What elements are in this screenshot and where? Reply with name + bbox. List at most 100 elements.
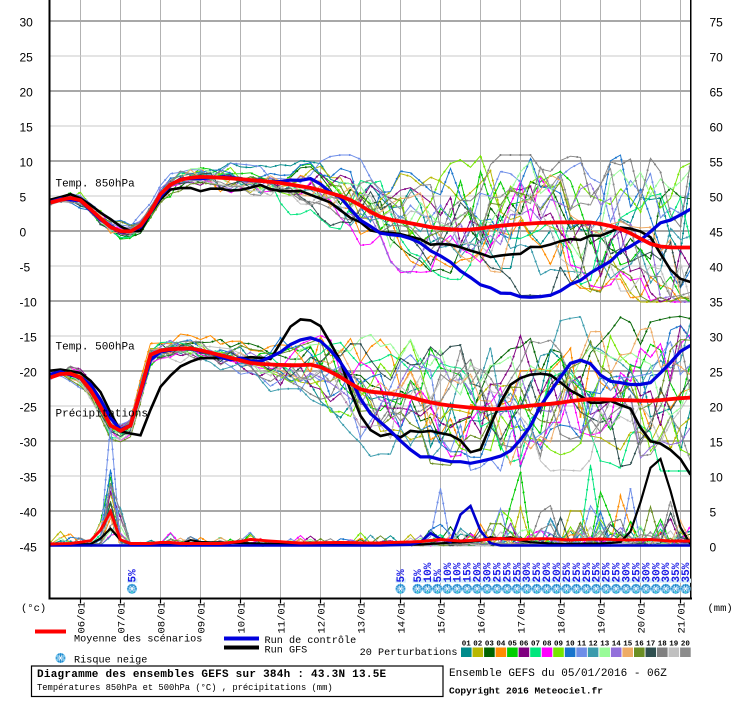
svg-text:5: 5 [20, 191, 27, 205]
svg-text:20: 20 [20, 86, 34, 100]
svg-text:Risque neige: Risque neige [74, 655, 147, 667]
svg-text:13/01: 13/01 [357, 602, 369, 634]
svg-text:-5: -5 [20, 261, 31, 275]
svg-text:25%: 25% [492, 562, 504, 582]
svg-text:25: 25 [710, 366, 724, 380]
svg-text:15: 15 [710, 436, 724, 450]
svg-text:Ensemble GEFS du 05/01/2016 -: Ensemble GEFS du 05/01/2016 - 06Z [449, 668, 667, 680]
svg-text:Moyenne des scénarios: Moyenne des scénarios [74, 634, 202, 646]
svg-text:08: 08 [542, 641, 552, 649]
svg-text:20: 20 [710, 401, 724, 415]
svg-text:35%: 35% [671, 562, 683, 582]
svg-text:(mm): (mm) [708, 603, 733, 615]
svg-text:25%: 25% [532, 562, 544, 582]
svg-text:10: 10 [566, 641, 576, 649]
svg-text:65: 65 [710, 86, 724, 100]
svg-text:Temp. 850hPa: Temp. 850hPa [56, 179, 136, 191]
svg-text:30: 30 [710, 331, 724, 345]
svg-text:Run de contrôle: Run de contrôle [265, 635, 357, 647]
svg-text:15%: 15% [463, 562, 475, 582]
svg-text:5%: 5% [128, 569, 140, 583]
svg-text:40: 40 [710, 261, 724, 275]
svg-text:25%: 25% [562, 562, 574, 582]
svg-text:30%: 30% [641, 562, 653, 582]
svg-text:06: 06 [519, 641, 529, 649]
svg-text:25%: 25% [502, 562, 514, 582]
svg-text:25%: 25% [632, 562, 644, 582]
svg-text:30%: 30% [661, 562, 673, 582]
svg-text:20/01: 20/01 [637, 602, 649, 634]
svg-text:50: 50 [710, 191, 724, 205]
svg-text:16/01: 16/01 [477, 602, 489, 634]
svg-text:(°c): (°c) [21, 603, 46, 615]
svg-text:0: 0 [20, 226, 27, 240]
svg-text:-45: -45 [20, 541, 38, 555]
svg-text:Run GFS: Run GFS [265, 646, 308, 657]
svg-text:15: 15 [20, 121, 34, 135]
svg-text:-40: -40 [20, 506, 38, 520]
svg-text:21/01: 21/01 [677, 602, 689, 634]
svg-text:25%: 25% [602, 562, 614, 582]
svg-text:03: 03 [485, 641, 495, 649]
svg-text:01: 01 [462, 641, 472, 649]
svg-text:10/01: 10/01 [237, 602, 249, 634]
svg-text:Diagramme des ensembles GEFS s: Diagramme des ensembles GEFS sur 384h : … [37, 669, 387, 681]
svg-text:10%: 10% [423, 562, 435, 582]
svg-text:17/01: 17/01 [517, 602, 529, 634]
svg-text:25%: 25% [592, 562, 604, 582]
svg-text:14: 14 [612, 641, 622, 649]
svg-text:20%: 20% [542, 562, 554, 582]
svg-text:35%: 35% [681, 562, 693, 582]
svg-text:15/01: 15/01 [437, 602, 449, 634]
svg-text:25: 25 [20, 51, 34, 65]
svg-text:19/01: 19/01 [597, 602, 609, 634]
svg-text:20: 20 [681, 641, 691, 649]
svg-text:07: 07 [531, 641, 540, 649]
svg-text:15: 15 [623, 641, 633, 649]
svg-text:30%: 30% [483, 562, 495, 582]
svg-text:75: 75 [710, 16, 724, 30]
svg-text:30%: 30% [622, 562, 634, 582]
svg-text:30: 30 [20, 16, 34, 30]
svg-text:13: 13 [600, 641, 610, 649]
svg-text:25%: 25% [512, 562, 524, 582]
svg-text:09/01: 09/01 [197, 602, 209, 634]
svg-text:Copyright 2016 Meteociel.fr: Copyright 2016 Meteociel.fr [449, 686, 603, 697]
svg-text:14/01: 14/01 [397, 602, 409, 634]
svg-text:20 Perturbations: 20 Perturbations [360, 647, 458, 659]
svg-text:18: 18 [658, 641, 668, 649]
svg-text:19: 19 [669, 641, 679, 649]
svg-text:Précipitations: Précipitations [56, 409, 148, 421]
svg-text:5%: 5% [413, 569, 425, 583]
svg-text:5: 5 [710, 506, 717, 520]
svg-text:-30: -30 [20, 436, 38, 450]
svg-text:Températures 850hPa et 500hPa: Températures 850hPa et 500hPa (°C) , pré… [37, 683, 333, 693]
svg-text:09: 09 [554, 641, 564, 649]
svg-text:Temp. 500hPa: Temp. 500hPa [56, 342, 136, 354]
svg-text:06/01: 06/01 [77, 602, 89, 634]
svg-text:12: 12 [589, 641, 599, 649]
svg-text:-35: -35 [20, 471, 38, 485]
svg-text:10: 10 [20, 156, 34, 170]
svg-text:25%: 25% [612, 562, 624, 582]
svg-text:16: 16 [635, 641, 645, 649]
svg-text:10%: 10% [453, 562, 465, 582]
svg-text:-20: -20 [20, 366, 38, 380]
svg-text:25%: 25% [582, 562, 594, 582]
svg-text:35: 35 [710, 296, 724, 310]
svg-text:5%: 5% [433, 569, 445, 583]
svg-text:30%: 30% [522, 562, 534, 582]
svg-text:70: 70 [710, 51, 724, 65]
svg-text:02: 02 [473, 641, 483, 649]
svg-text:45: 45 [710, 226, 724, 240]
svg-text:05: 05 [508, 641, 518, 649]
svg-text:0: 0 [710, 541, 717, 555]
svg-text:55: 55 [710, 156, 724, 170]
svg-text:08/01: 08/01 [157, 602, 169, 634]
svg-text:10%: 10% [443, 562, 455, 582]
svg-text:10: 10 [710, 471, 724, 485]
svg-text:18/01: 18/01 [557, 602, 569, 634]
svg-text:12/01: 12/01 [317, 602, 329, 634]
svg-text:-10: -10 [20, 296, 38, 310]
svg-text:30%: 30% [651, 562, 663, 582]
